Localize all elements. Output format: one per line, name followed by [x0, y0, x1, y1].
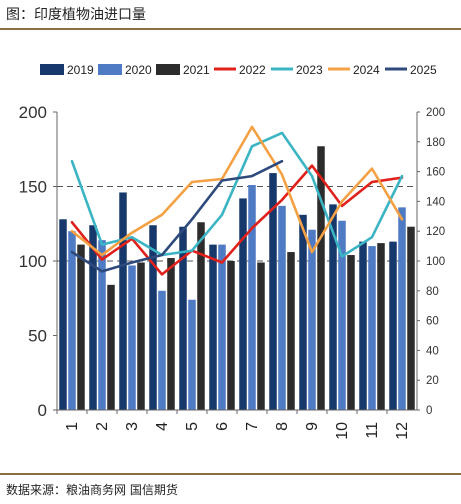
x-tick-label-5: 5 — [184, 422, 201, 431]
top-rule — [0, 28, 461, 30]
bar-2021-3 — [137, 262, 145, 410]
bar-2020-4 — [158, 290, 166, 410]
legend-swatch-2019 — [40, 64, 64, 75]
legend-label-2024: 2024 — [353, 63, 380, 77]
left-tick-label-150: 150 — [19, 178, 47, 197]
source-note: 数据来源：粮油商务网 国信期货 — [6, 483, 178, 497]
bar-2021-9 — [317, 146, 325, 410]
bottom-rule — [0, 473, 461, 475]
legend-swatch-2020 — [98, 64, 122, 75]
left-tick-label-200: 200 — [19, 103, 47, 122]
right-tick-label-160: 160 — [426, 167, 445, 179]
bar-2020-11 — [368, 246, 376, 410]
bar-2019-7 — [239, 198, 247, 410]
bar-2019-10 — [329, 204, 337, 410]
bar-2021-12 — [407, 226, 415, 410]
bar-2019-9 — [299, 214, 307, 410]
bar-2020-2 — [98, 240, 106, 410]
bar-2021-8 — [287, 252, 295, 410]
bar-2020-3 — [128, 265, 136, 410]
bar-2021-5 — [197, 222, 205, 410]
right-tick-label-100: 100 — [426, 256, 445, 268]
right-tick-label-200: 200 — [426, 107, 445, 119]
x-tick-label-10: 10 — [334, 422, 351, 440]
right-tick-label-140: 140 — [426, 196, 445, 208]
x-tick-label-4: 4 — [154, 422, 171, 431]
bar-2021-4 — [167, 258, 175, 410]
bar-2020-5 — [188, 299, 196, 410]
line-2024 — [70, 125, 404, 257]
right-tick-label-120: 120 — [426, 226, 445, 238]
bar-2019-2 — [89, 225, 97, 410]
left-tick-label-0: 0 — [38, 401, 47, 420]
bar-2019-3 — [119, 192, 127, 410]
bar-2020-8 — [278, 205, 286, 410]
legend-swatch-2021 — [156, 64, 180, 75]
line-2025 — [70, 159, 284, 273]
bar-2019-1 — [59, 219, 67, 410]
bar-2019-12 — [389, 241, 397, 410]
x-tick-label-11: 11 — [364, 422, 381, 439]
x-tick-label-7: 7 — [244, 422, 261, 431]
x-tick-label-3: 3 — [124, 422, 141, 431]
right-tick-label-20: 20 — [426, 375, 439, 387]
left-tick-label-50: 50 — [28, 327, 47, 346]
right-tick-label-0: 0 — [426, 405, 432, 417]
bar-2019-6 — [209, 244, 217, 410]
bars — [59, 146, 415, 410]
legend-label-2022: 2022 — [239, 63, 266, 77]
bar-2020-7 — [248, 185, 256, 410]
bar-2019-11 — [359, 241, 367, 410]
axes: 0 50 100 150 200 0 20 40 60 80 100 120 140 160 180 200 1… — [19, 103, 446, 440]
legend-label-2020: 2020 — [125, 63, 152, 77]
x-tick-label-1: 1 — [64, 422, 81, 431]
bar-2021-1 — [77, 244, 85, 410]
bar-2020-10 — [338, 220, 346, 410]
right-tick-label-40: 40 — [426, 345, 439, 357]
legend-label-2019: 2019 — [67, 63, 94, 77]
bar-2020-1 — [68, 231, 76, 410]
chart-title: 图：印度植物油进口量 — [6, 7, 146, 23]
line-2023 — [70, 131, 404, 258]
bar-2021-10 — [347, 255, 355, 410]
bar-2021-2 — [107, 284, 115, 410]
bar-2019-4 — [149, 225, 157, 410]
bar-2020-12 — [398, 207, 406, 410]
legend: 2019 2020 2021 2022 2023 2024 2025 — [40, 63, 437, 77]
bar-2020-9 — [308, 229, 316, 410]
x-tick-label-12: 12 — [394, 422, 411, 440]
x-tick-label-9: 9 — [304, 422, 321, 431]
left-tick-label-100: 100 — [19, 252, 47, 271]
right-tick-label-60: 60 — [426, 316, 439, 328]
legend-label-2025: 2025 — [410, 63, 437, 77]
legend-label-2023: 2023 — [296, 63, 323, 77]
x-tick-label-8: 8 — [274, 422, 291, 431]
bar-2021-6 — [227, 261, 235, 410]
bar-2020-6 — [218, 244, 226, 410]
lines — [70, 125, 404, 276]
bar-2021-7 — [257, 262, 265, 410]
chart: 2019 2020 2021 2022 2023 2024 2025 05010015020… — [19, 63, 446, 440]
right-tick-label-80: 80 — [426, 286, 439, 298]
legend-label-2021: 2021 — [183, 63, 210, 77]
bar-2021-11 — [377, 243, 385, 410]
x-tick-label-6: 6 — [214, 422, 231, 431]
x-tick-label-2: 2 — [94, 422, 111, 431]
right-tick-label-180: 180 — [426, 137, 445, 149]
bar-2019-8 — [269, 173, 277, 410]
bar-2019-5 — [179, 226, 187, 410]
line-2022 — [70, 164, 404, 276]
